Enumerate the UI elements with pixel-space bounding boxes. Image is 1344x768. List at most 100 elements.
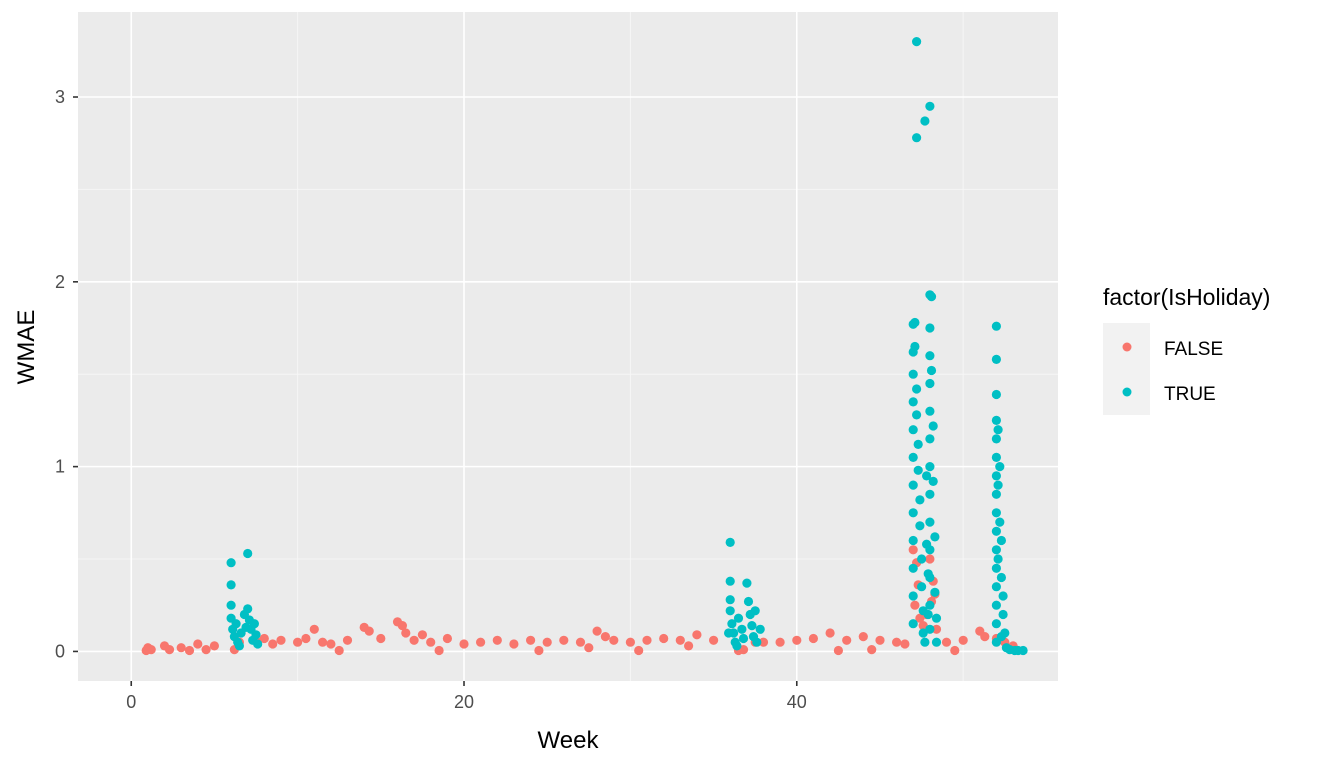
y-tick-label: 3 [55, 87, 65, 107]
point-true [991, 508, 1002, 518]
point-true [241, 622, 251, 633]
point-false [209, 641, 219, 651]
point-true [928, 421, 938, 431]
y-axis-title: WMAE [13, 310, 40, 385]
point-false [526, 635, 536, 645]
point-false [642, 635, 652, 645]
point-false [941, 637, 952, 647]
minor-gridlines [78, 12, 1058, 681]
point-true [908, 535, 918, 546]
legend-label-true: TRUE [1164, 384, 1216, 405]
x-axis-title: Week [538, 727, 600, 754]
point-true [925, 517, 935, 527]
point-false [293, 637, 303, 647]
point-true [991, 452, 1002, 462]
point-true [724, 628, 734, 638]
point-true [743, 596, 754, 607]
point-true [991, 321, 1002, 331]
point-false [434, 645, 444, 656]
point-false [442, 633, 452, 644]
point-false [684, 641, 694, 651]
point-true [993, 425, 1003, 435]
point-true [755, 624, 765, 634]
point-false [342, 635, 353, 645]
point-true [995, 462, 1005, 472]
point-false [268, 639, 278, 649]
point-true [930, 532, 940, 542]
legend: factor(IsHoliday) FALSE TRUE [1103, 284, 1270, 415]
point-true [913, 465, 923, 475]
point-true [995, 517, 1005, 527]
point-true [912, 133, 922, 143]
point-true [991, 354, 1002, 364]
point-false [858, 632, 868, 642]
point-true [253, 639, 263, 649]
legend-key-false [1122, 342, 1132, 352]
point-true [920, 116, 930, 126]
point-true [243, 604, 253, 614]
legend-key-background [1103, 323, 1150, 415]
point-true [996, 572, 1007, 583]
point-true [918, 628, 928, 638]
point-false [559, 635, 569, 645]
point-true [991, 489, 1002, 499]
point-true [928, 476, 938, 486]
point-false [542, 637, 552, 647]
point-false [609, 635, 619, 645]
point-true [920, 637, 930, 647]
point-true [915, 495, 925, 505]
point-true [249, 619, 259, 629]
point-true [908, 619, 918, 629]
point-true [912, 410, 922, 420]
point-false [958, 635, 968, 645]
point-true [738, 633, 749, 644]
point-true [925, 462, 935, 472]
point-true [998, 591, 1008, 601]
point-true [733, 613, 744, 623]
point-false [575, 637, 586, 647]
point-true [993, 480, 1003, 490]
point-false [364, 626, 374, 636]
point-true [915, 521, 925, 531]
point-false [509, 639, 519, 649]
point-true [725, 537, 735, 548]
point-false [176, 643, 186, 653]
point-true [732, 641, 742, 651]
point-false [875, 635, 885, 645]
point-true [926, 365, 937, 376]
point-true [991, 619, 1002, 629]
point-true [925, 351, 935, 361]
point-true [925, 323, 935, 333]
point-true [925, 434, 935, 444]
point-true [747, 621, 757, 631]
point-true [925, 624, 935, 634]
point-true [925, 600, 935, 610]
point-true [991, 471, 1002, 481]
point-true [922, 539, 932, 549]
x-tick-label: 0 [126, 692, 136, 712]
point-true [910, 317, 920, 328]
point-false [758, 637, 769, 647]
point-true [991, 600, 1002, 610]
point-true [251, 630, 261, 640]
point-false [476, 637, 486, 647]
point-true [908, 369, 918, 379]
point-false [492, 635, 502, 645]
point-true [908, 397, 918, 407]
point-false [842, 635, 852, 645]
point-false [950, 645, 960, 656]
point-true [923, 609, 933, 620]
point-false [417, 630, 427, 640]
point-true [923, 569, 933, 579]
point-true [931, 637, 942, 647]
point-true [725, 576, 735, 586]
point-true [742, 578, 752, 588]
point-false [825, 628, 835, 638]
point-true [991, 389, 1002, 400]
point-false [808, 633, 819, 644]
point-true [226, 558, 236, 568]
point-false [709, 635, 719, 645]
point-false [397, 621, 407, 631]
point-false [426, 637, 436, 647]
